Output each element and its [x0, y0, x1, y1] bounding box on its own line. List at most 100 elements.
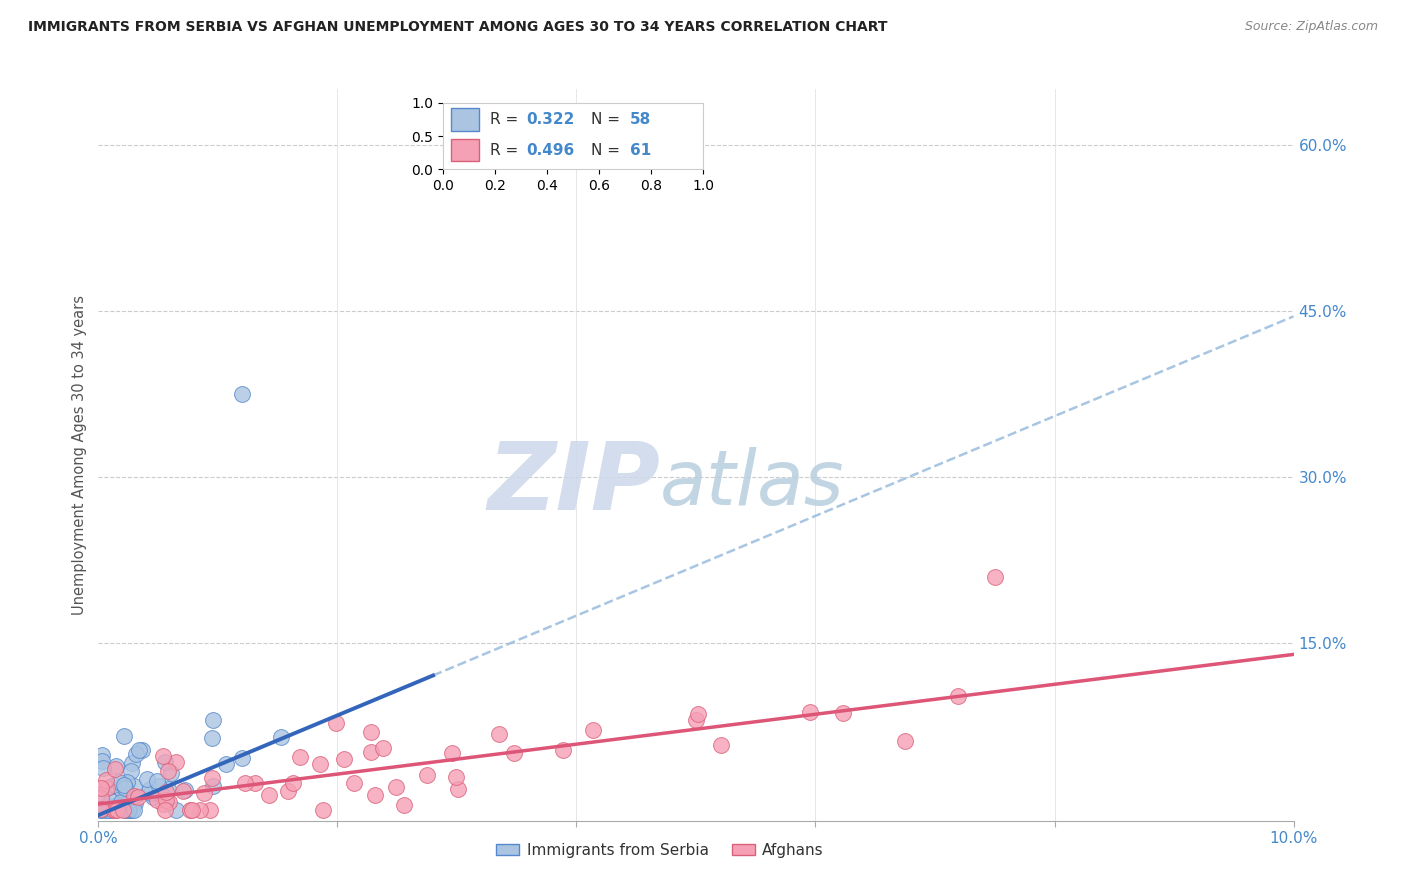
Point: [444, 770, 467, 784]
Point: [309, 757, 332, 772]
Point: [360, 725, 382, 739]
Point: [233, 776, 256, 790]
Text: 0.496: 0.496: [526, 143, 575, 158]
Point: [90, 754, 112, 768]
Point: [447, 781, 470, 796]
Point: [159, 765, 181, 780]
Point: [948, 690, 970, 704]
Point: [104, 762, 127, 776]
Point: [215, 757, 238, 772]
Point: [96, 772, 118, 787]
Point: [202, 713, 225, 727]
Text: ZIP: ZIP: [488, 438, 661, 530]
Point: [122, 779, 145, 793]
Point: [193, 786, 215, 800]
Point: [332, 752, 354, 766]
Point: [179, 803, 201, 817]
Point: [105, 759, 128, 773]
Point: [128, 743, 150, 757]
Point: [105, 803, 128, 817]
Point: [385, 780, 408, 795]
Point: [153, 755, 176, 769]
Point: [270, 730, 292, 744]
Point: [115, 803, 138, 817]
Point: [710, 739, 733, 753]
Point: [155, 803, 177, 817]
Point: [118, 803, 141, 817]
Point: [503, 746, 526, 760]
Text: 58: 58: [630, 112, 651, 127]
Text: IMMIGRANTS FROM SERBIA VS AFGHAN UNEMPLOYMENT AMONG AGES 30 TO 34 YEARS CORRELAT: IMMIGRANTS FROM SERBIA VS AFGHAN UNEMPLO…: [28, 20, 887, 34]
Point: [157, 795, 180, 809]
Point: [281, 776, 304, 790]
Point: [155, 792, 177, 806]
Point: [157, 764, 180, 779]
Bar: [451, 108, 479, 130]
Point: [146, 773, 169, 788]
Point: [90, 803, 112, 817]
Point: [117, 803, 139, 817]
Point: [152, 789, 174, 803]
Point: [165, 803, 187, 817]
Point: [97, 803, 120, 817]
Point: [112, 778, 135, 792]
Point: [312, 803, 335, 817]
Point: [488, 727, 510, 741]
Point: [110, 796, 132, 810]
Point: [114, 781, 136, 796]
Text: R =: R =: [489, 143, 523, 158]
Point: [231, 750, 253, 764]
Point: [201, 771, 224, 785]
Point: [112, 729, 135, 743]
Point: [202, 779, 225, 793]
Point: [100, 794, 122, 808]
Point: [371, 740, 394, 755]
Point: [343, 776, 366, 790]
Point: [91, 787, 114, 801]
Point: [155, 785, 177, 799]
Point: [146, 793, 169, 807]
Point: [231, 387, 253, 401]
Point: [112, 803, 135, 817]
Point: [114, 803, 136, 817]
Point: [125, 747, 148, 761]
Point: [110, 781, 132, 796]
Point: [686, 706, 709, 721]
Point: [94, 803, 117, 817]
Point: [122, 803, 145, 817]
Point: [142, 790, 165, 805]
Point: [117, 803, 139, 817]
Point: [110, 796, 132, 810]
Text: N =: N =: [591, 143, 626, 158]
Point: [91, 761, 114, 775]
Point: [174, 782, 197, 797]
Point: [108, 775, 131, 789]
Point: [165, 755, 187, 769]
Point: [103, 778, 125, 792]
Point: [277, 784, 299, 798]
Point: [103, 803, 125, 817]
Point: [553, 742, 575, 756]
Point: [685, 714, 707, 728]
Point: [799, 705, 821, 719]
Point: [124, 796, 146, 810]
Bar: [451, 138, 479, 161]
Point: [152, 797, 174, 811]
Point: [127, 790, 149, 805]
Point: [121, 803, 143, 817]
Point: [415, 768, 437, 782]
Point: [96, 780, 118, 795]
Point: [364, 789, 387, 803]
Point: [90, 790, 112, 805]
Point: [152, 748, 174, 763]
Point: [98, 803, 121, 817]
Text: 0.322: 0.322: [526, 112, 575, 127]
Point: [831, 706, 853, 720]
Point: [360, 745, 382, 759]
Point: [138, 781, 160, 796]
Point: [115, 789, 138, 803]
Text: R =: R =: [489, 112, 523, 127]
Point: [257, 789, 280, 803]
Text: Source: ZipAtlas.com: Source: ZipAtlas.com: [1244, 20, 1378, 33]
Point: [104, 803, 127, 817]
